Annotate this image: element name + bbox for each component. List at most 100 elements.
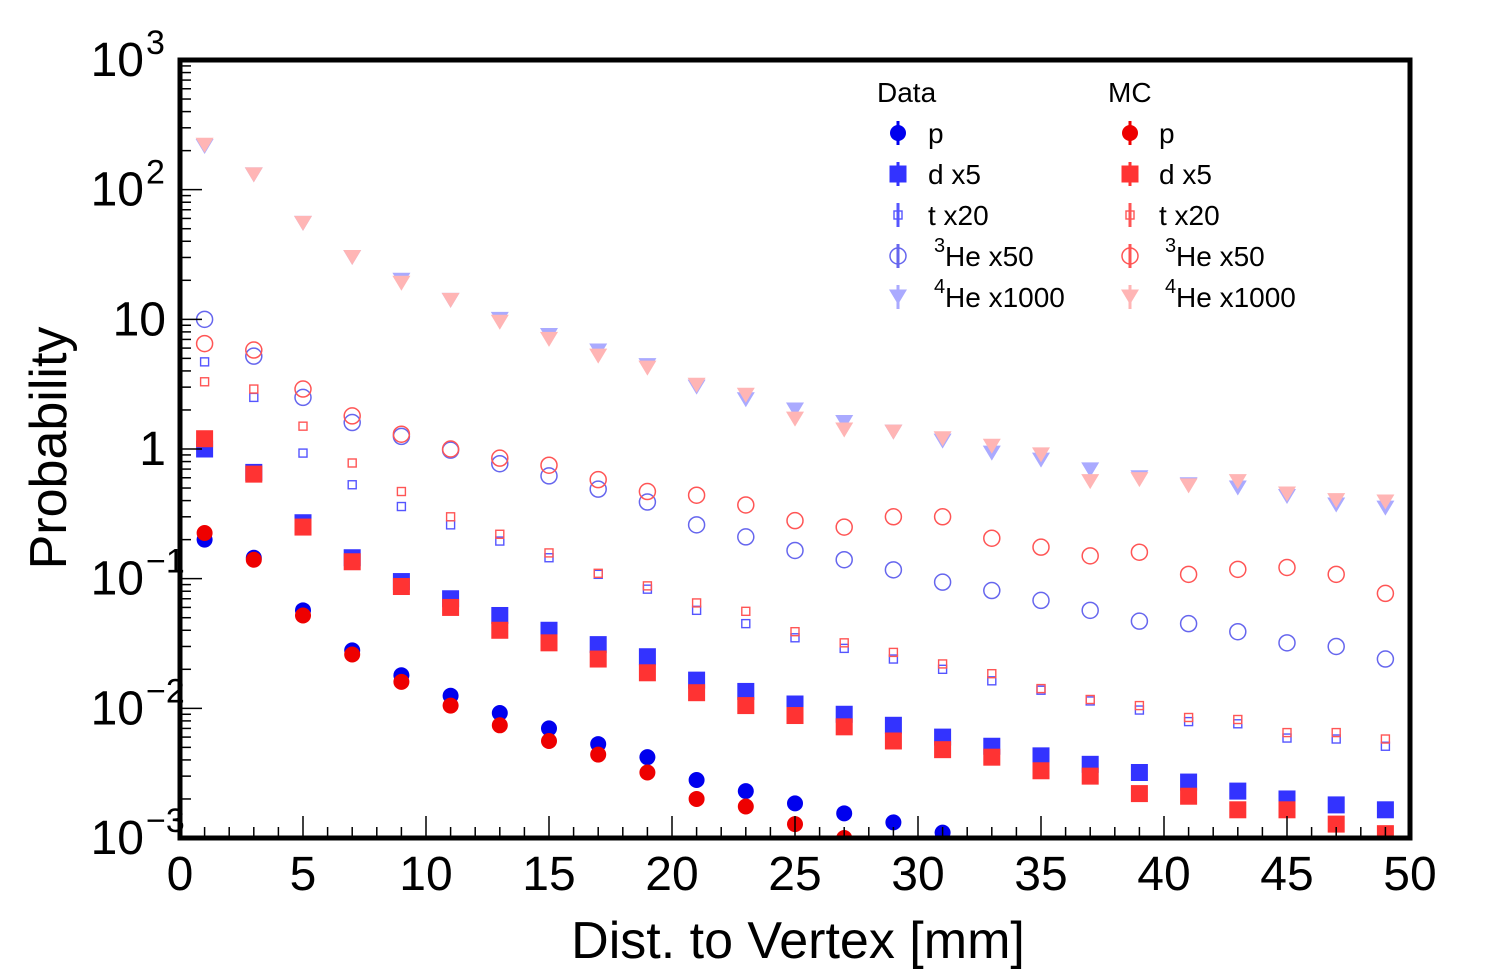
point-mc-t bbox=[593, 568, 603, 578]
series-mc-d bbox=[196, 430, 1394, 838]
point-mc-t bbox=[790, 626, 800, 637]
point-mc-t bbox=[544, 548, 554, 558]
x-tick-label: 20 bbox=[645, 848, 698, 901]
point-mc-t bbox=[987, 668, 997, 679]
point-mc-he3 bbox=[392, 425, 411, 443]
point-mc-he4 bbox=[195, 137, 214, 153]
point-mc-t bbox=[691, 598, 702, 608]
point-mc-p bbox=[245, 551, 262, 568]
x-tick-label: 10 bbox=[399, 848, 452, 901]
y-tick-exponent: −2 bbox=[146, 672, 185, 710]
y-axis-label: Probability bbox=[20, 327, 78, 570]
point-mc-he4 bbox=[589, 348, 608, 364]
point-mc-he4 bbox=[1228, 474, 1247, 490]
point-mc-t bbox=[199, 377, 210, 387]
legend-label: p bbox=[1159, 118, 1175, 149]
legend-superscript: 3 bbox=[1165, 235, 1176, 257]
series-mc-he3 bbox=[195, 334, 1395, 603]
y-tick-label: 10 bbox=[91, 812, 144, 865]
legend-marker-mc-p bbox=[1122, 121, 1138, 145]
point-mc-d bbox=[245, 465, 263, 483]
point-mc-p bbox=[639, 764, 656, 781]
point-mc-p bbox=[393, 673, 410, 690]
point-data-d bbox=[638, 648, 656, 666]
y-tick-label: 10 bbox=[91, 682, 144, 735]
legend-label: d x5 bbox=[928, 159, 981, 190]
x-tick-label: 0 bbox=[167, 848, 194, 901]
x-tick-label: 5 bbox=[290, 848, 317, 901]
point-mc-he4 bbox=[392, 275, 411, 291]
x-tick-label: 15 bbox=[522, 848, 575, 901]
y-tick-label: 10 bbox=[113, 293, 166, 346]
point-data-he3 bbox=[540, 467, 558, 485]
legend-label: t x20 bbox=[1159, 200, 1220, 231]
point-data-he3 bbox=[835, 550, 853, 569]
point-mc-p bbox=[541, 732, 557, 749]
point-mc-he4 bbox=[687, 377, 706, 393]
point-mc-t bbox=[347, 458, 357, 468]
point-data-t bbox=[347, 480, 357, 490]
point-mc-t bbox=[937, 659, 948, 669]
point-mc-he3 bbox=[1179, 565, 1198, 584]
point-mc-he3 bbox=[1032, 538, 1050, 556]
point-data-he3 bbox=[1327, 637, 1345, 656]
point-data-he4 bbox=[835, 415, 854, 431]
legend-label: He x50 bbox=[945, 241, 1034, 272]
point-mc-d bbox=[983, 748, 1001, 766]
y-tick-exponent: 2 bbox=[146, 154, 165, 192]
point-mc-t bbox=[1331, 727, 1341, 738]
point-mc-d bbox=[294, 518, 312, 536]
point-data-p bbox=[885, 814, 902, 831]
point-data-t bbox=[937, 664, 948, 674]
point-mc-he3 bbox=[441, 440, 460, 458]
point-mc-t bbox=[1134, 700, 1145, 711]
legend-marker-mc-he4 bbox=[1121, 285, 1139, 309]
legend-superscript: 3 bbox=[934, 235, 945, 257]
point-mc-d bbox=[835, 718, 853, 736]
point-data-he3 bbox=[737, 528, 755, 546]
point-mc-d bbox=[1327, 815, 1345, 833]
point-mc-he3 bbox=[638, 482, 657, 501]
point-data-t bbox=[741, 618, 751, 629]
point-mc-he4 bbox=[638, 360, 657, 376]
point-mc-d bbox=[589, 650, 607, 668]
point-data-he3 bbox=[1376, 650, 1395, 668]
point-data-he3 bbox=[245, 347, 263, 365]
point-mc-he3 bbox=[1130, 543, 1149, 561]
point-data-he3 bbox=[1130, 612, 1149, 630]
point-data-p bbox=[836, 805, 853, 822]
point-mc-d bbox=[343, 553, 361, 571]
point-data-d bbox=[1327, 796, 1345, 814]
point-data-he3 bbox=[1179, 614, 1198, 633]
legend-label: d x5 bbox=[1159, 159, 1212, 190]
point-mc-he3 bbox=[1081, 547, 1099, 565]
legend-header-data: Data bbox=[877, 77, 937, 108]
point-mc-p bbox=[295, 607, 311, 624]
point-data-d bbox=[1130, 763, 1148, 781]
legend-marker-data-d bbox=[889, 162, 907, 186]
point-mc-he4 bbox=[1278, 486, 1296, 502]
point-data-t bbox=[1331, 734, 1341, 744]
point-data-p bbox=[541, 720, 557, 737]
legend-marker-symbol bbox=[1121, 165, 1139, 183]
legend-marker-symbol bbox=[890, 125, 906, 141]
point-mc-t bbox=[741, 606, 751, 617]
point-data-t bbox=[298, 448, 308, 458]
legend-marker-symbol bbox=[893, 210, 903, 220]
point-mc-d bbox=[491, 621, 509, 639]
point-mc-he4 bbox=[343, 249, 362, 265]
point-mc-he3 bbox=[1327, 565, 1345, 584]
point-mc-he3 bbox=[294, 380, 312, 398]
point-mc-d bbox=[1130, 785, 1148, 803]
point-mc-p bbox=[491, 717, 508, 734]
point-data-he3 bbox=[589, 480, 607, 498]
point-mc-d bbox=[1032, 762, 1050, 780]
point-data-t bbox=[199, 357, 210, 367]
x-tick-label: 25 bbox=[768, 848, 821, 901]
legend-superscript: 4 bbox=[934, 276, 945, 298]
point-mc-t bbox=[888, 647, 899, 658]
point-mc-t bbox=[396, 486, 407, 497]
series-mc-t bbox=[199, 377, 1391, 744]
